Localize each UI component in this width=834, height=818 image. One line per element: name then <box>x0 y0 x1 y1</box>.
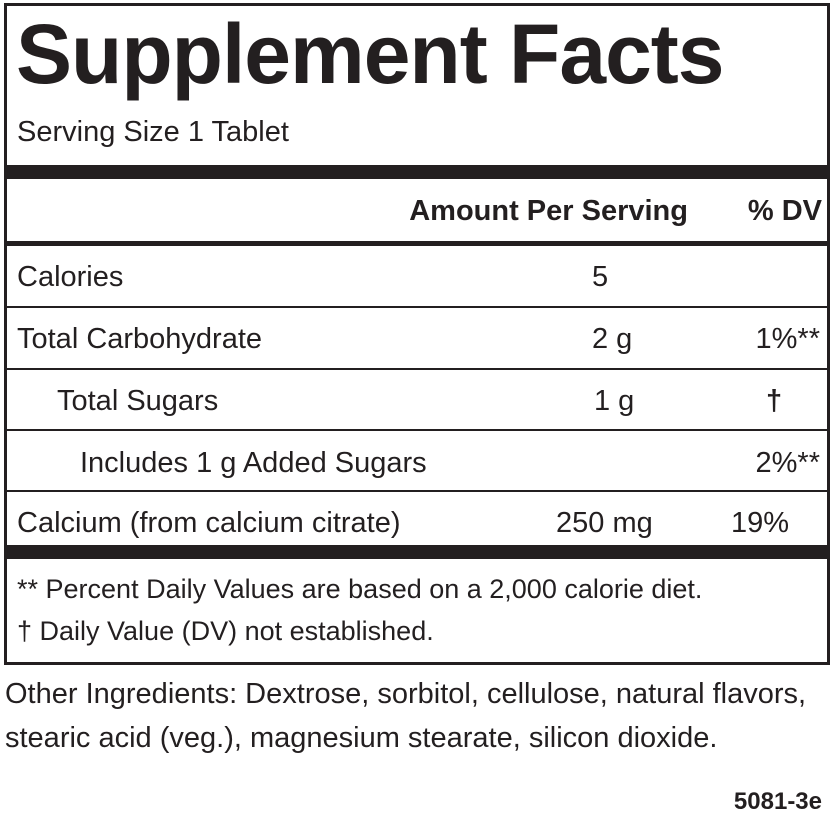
nutrient-name: Calories <box>17 261 124 293</box>
thick-divider <box>4 165 830 179</box>
serving-size: Serving Size 1 Tablet <box>17 116 289 148</box>
other-ingredients: Other Ingredients: Dextrose, sorbitol, c… <box>5 678 807 754</box>
row-divider <box>4 368 830 370</box>
header-divider <box>4 241 830 246</box>
nutrient-amount: 5 <box>592 261 609 293</box>
footnote-dv-not-established: † Daily Value (DV) not established. <box>17 616 434 646</box>
footnote-dv-basis: ** Percent Daily Values are based on a 2… <box>17 574 703 604</box>
nutrient-dv: 19% <box>731 507 790 539</box>
dv-header: % DV <box>747 195 822 227</box>
panel-title: Supplement Facts <box>16 7 724 101</box>
nutrient-dv: † <box>766 385 783 417</box>
nutrient-amount: 1 g <box>594 385 635 417</box>
nutrient-amount: 250 mg <box>556 507 653 539</box>
nutrient-dv: 1%** <box>755 323 821 355</box>
nutrient-dv: 2%** <box>755 447 821 479</box>
thick-divider <box>4 545 830 559</box>
row-divider <box>4 306 830 308</box>
row-divider <box>4 490 830 492</box>
product-code: 5081-3e <box>733 788 822 815</box>
row-divider <box>4 429 830 431</box>
nutrient-name: Total Sugars <box>57 385 219 417</box>
nutrient-amount: 2 g <box>592 323 633 355</box>
nutrient-name: Includes 1 g Added Sugars <box>80 447 427 479</box>
amount-per-serving-header: Amount Per Serving <box>409 195 688 227</box>
supplement-facts-panel <box>4 3 830 665</box>
nutrient-name: Total Carbohydrate <box>17 323 263 355</box>
nutrient-name: Calcium (from calcium citrate) <box>17 507 401 539</box>
